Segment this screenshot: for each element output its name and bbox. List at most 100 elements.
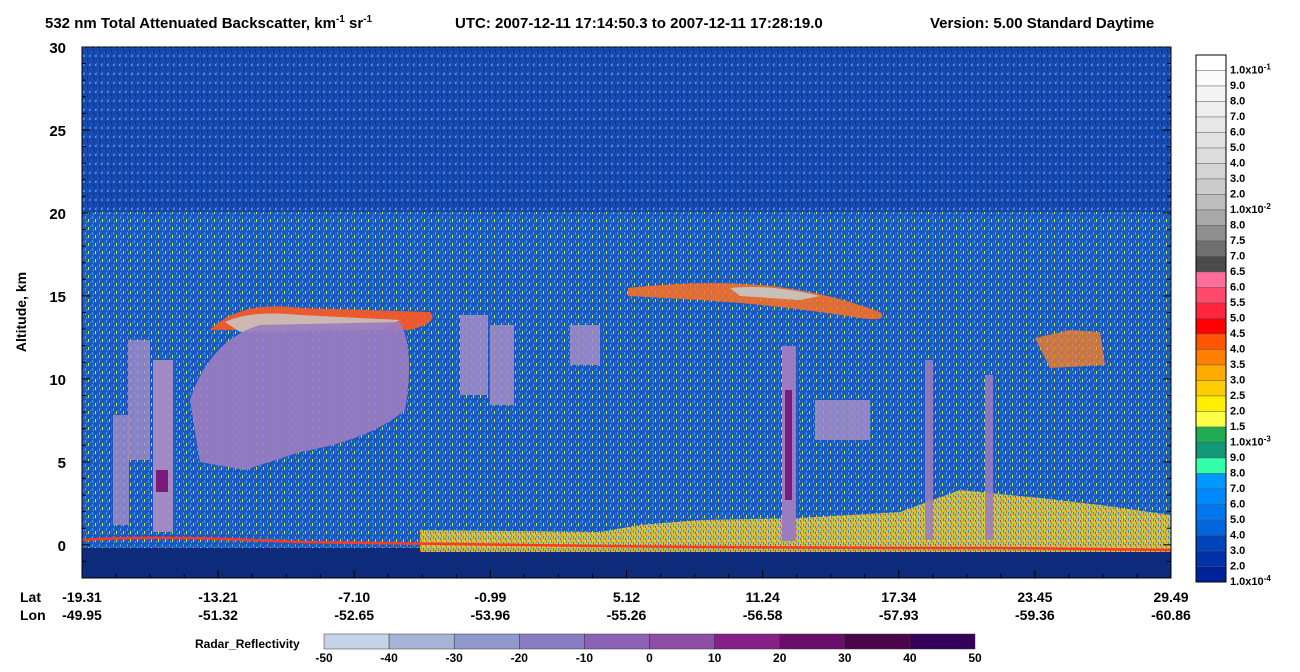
colorbar-label: 1.0x10-3 <box>1230 435 1271 449</box>
cirrus-core-mid <box>730 287 820 300</box>
lat-tick-label: -0.99 <box>474 589 506 605</box>
colorbar-swatch <box>1195 550 1227 567</box>
colorbar-swatch <box>1195 488 1227 505</box>
colorbar-swatch <box>1195 473 1227 490</box>
radar-blob-1 <box>460 315 488 395</box>
radar-legend-tick: 0 <box>646 651 653 665</box>
colorbar-label: 5.0 <box>1230 514 1245 526</box>
colorbar-label: 5.5 <box>1230 297 1245 309</box>
radar-legend-tick: 10 <box>708 651 722 665</box>
colorbar-swatch <box>1195 256 1227 273</box>
radar-legend-swatch <box>909 633 976 650</box>
radar-legend-swatch <box>388 633 455 650</box>
colorbar-label: 2.0 <box>1230 561 1245 573</box>
radar-reflectivity-legend: -50 -40 -30 -20 -10 0 10 20 30 40 50 <box>315 633 982 665</box>
colorbar-swatch <box>1195 302 1227 319</box>
plot-area <box>82 47 1171 578</box>
radar-legend-swatch <box>844 633 911 650</box>
colorbar-label: 3.0 <box>1230 173 1245 185</box>
radar-legend-tick: 40 <box>903 651 917 665</box>
lat-tick-label: -7.10 <box>338 589 370 605</box>
colorbar-label: 5.0 <box>1230 313 1245 325</box>
lat-tick-label: 29.49 <box>1153 589 1188 605</box>
colorbar-label: 6.0 <box>1230 499 1245 511</box>
colorbar-label: 9.0 <box>1230 80 1245 92</box>
colorbar-swatch <box>1195 457 1227 474</box>
y-tick-label: 5 <box>58 455 66 472</box>
lat-tick-label: 5.12 <box>613 589 640 605</box>
colorbar-label: 7.0 <box>1230 111 1245 123</box>
radar-legend-tick: -40 <box>380 651 398 665</box>
y-tick-label: 10 <box>49 372 66 389</box>
y-tick-label: 15 <box>49 289 66 306</box>
colorbar-swatch <box>1195 85 1227 102</box>
radar-legend-swatch <box>519 633 585 650</box>
colorbar-label: 9.0 <box>1230 452 1245 464</box>
radar-legend-tick: 30 <box>838 651 852 665</box>
radar-blob-2 <box>490 325 514 405</box>
colorbar-label: 7.0 <box>1230 483 1245 495</box>
colorbar-swatch <box>1195 132 1227 149</box>
colorbar-swatch <box>1195 349 1227 366</box>
colorbar-label: 2.0 <box>1230 406 1245 418</box>
colorbar-swatch <box>1195 504 1227 521</box>
radar-legend-tick: -20 <box>511 651 529 665</box>
lon-tick-label: -59.36 <box>1015 607 1055 623</box>
colorbar-label: 1.5 <box>1230 421 1245 433</box>
colorbar-swatch <box>1195 426 1227 443</box>
colorbar-frame <box>1195 54 1227 583</box>
radar-blob-3 <box>570 325 600 365</box>
radar-legend-tick: -10 <box>576 651 594 665</box>
lat-tick-label: 23.45 <box>1017 589 1052 605</box>
colorbar-label: 5.0 <box>1230 142 1245 154</box>
lat-tick-label: -19.31 <box>62 589 102 605</box>
lon-tick-label: -52.65 <box>334 607 374 623</box>
colorbar-swatch <box>1195 163 1227 180</box>
colorbar-swatch <box>1195 380 1227 397</box>
colorbar-swatch <box>1195 70 1227 87</box>
radar-legend-tick: -30 <box>446 651 464 665</box>
colorbar-label: 7.0 <box>1230 251 1245 263</box>
colorbar-label: 3.0 <box>1230 375 1245 387</box>
colorbar-swatch <box>1195 333 1227 350</box>
colorbar-label: 6.0 <box>1230 282 1245 294</box>
lon-tick-label: -56.58 <box>743 607 783 623</box>
colorbar-label: 3.0 <box>1230 545 1245 557</box>
radar-column-2 <box>128 340 150 460</box>
y-axis: 0 5 10 15 20 25 30 <box>49 40 1171 579</box>
version-info: Version: 5.00 Standard Daytime <box>930 15 1154 32</box>
radar-legend-swatch <box>323 633 390 650</box>
colorbar-swatch <box>1195 54 1227 71</box>
chart-title: 532 nm Total Attenuated Backscatter, km-… <box>45 14 1154 32</box>
radar-legend-tick: 50 <box>968 651 982 665</box>
colorbar-swatch <box>1195 101 1227 118</box>
colorbar-label: 4.0 <box>1230 344 1245 356</box>
colorbar-swatch <box>1195 535 1227 552</box>
radar-legend-swatch <box>649 633 715 650</box>
colorbar-swatch <box>1195 209 1227 226</box>
colorbar-swatch <box>1195 395 1227 412</box>
colorbar-swatch <box>1195 225 1227 242</box>
lon-tick-label: -51.32 <box>198 607 238 623</box>
lon-tick-label: -55.26 <box>607 607 647 623</box>
backscatter-colorbar: 1.0x10-19.08.07.06.05.04.03.02.01.0x10-2… <box>1195 54 1271 588</box>
y-tick-label: 30 <box>49 40 66 57</box>
colorbar-label: 4.5 <box>1230 328 1245 340</box>
colorbar-swatch <box>1195 271 1227 288</box>
colorbar-swatch <box>1195 178 1227 195</box>
upper-atmosphere <box>82 47 1171 217</box>
colorbar-label: 6.0 <box>1230 127 1245 139</box>
colorbar-swatch <box>1195 519 1227 536</box>
y-axis-label: Altitude, km <box>13 272 29 352</box>
colorbar-label: 8.0 <box>1230 468 1245 480</box>
utc-range: UTC: 2007-12-11 17:14:50.3 to 2007-12-11… <box>455 15 823 32</box>
lat-tick-label: 17.34 <box>881 589 916 605</box>
colorbar-label: 2.0 <box>1230 189 1245 201</box>
radar-core-left <box>156 470 168 492</box>
colorbar-swatch <box>1195 240 1227 257</box>
colorbar-swatch <box>1195 411 1227 428</box>
lat-row-label: Lat <box>20 589 41 605</box>
radar-legend-tick: -50 <box>315 651 333 665</box>
